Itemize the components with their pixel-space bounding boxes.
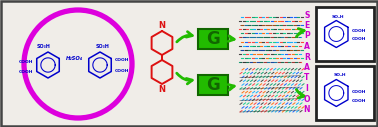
Text: R: R bbox=[304, 52, 310, 61]
Text: COOH: COOH bbox=[352, 37, 366, 41]
Text: COOH: COOH bbox=[352, 29, 366, 33]
Text: COOH: COOH bbox=[352, 90, 366, 94]
Text: SO₃H: SO₃H bbox=[37, 44, 51, 49]
Text: S: S bbox=[304, 11, 310, 20]
Text: T: T bbox=[304, 74, 310, 83]
Text: COOH: COOH bbox=[115, 58, 129, 62]
Text: I: I bbox=[305, 84, 308, 93]
Text: SO₃H: SO₃H bbox=[96, 44, 110, 49]
Text: COOH: COOH bbox=[115, 69, 129, 73]
Text: G: G bbox=[206, 76, 220, 94]
Text: N: N bbox=[158, 20, 166, 29]
Text: SO₃H: SO₃H bbox=[334, 74, 347, 77]
Text: E: E bbox=[304, 21, 310, 30]
Text: COOH: COOH bbox=[19, 70, 33, 74]
Text: H₂SO₄: H₂SO₄ bbox=[65, 57, 82, 61]
Text: SO₃H: SO₃H bbox=[332, 14, 345, 19]
Text: N: N bbox=[304, 105, 310, 114]
Text: N: N bbox=[158, 85, 166, 94]
Text: COOH: COOH bbox=[19, 60, 33, 64]
Text: P: P bbox=[304, 31, 310, 41]
Bar bbox=[198, 75, 228, 95]
Bar bbox=[316, 7, 374, 61]
Text: COOH: COOH bbox=[352, 99, 366, 103]
Text: O: O bbox=[304, 94, 310, 104]
Bar bbox=[316, 66, 374, 120]
Text: A: A bbox=[304, 42, 310, 51]
Text: G: G bbox=[206, 30, 220, 48]
Text: A: A bbox=[304, 63, 310, 72]
Bar bbox=[198, 29, 228, 49]
